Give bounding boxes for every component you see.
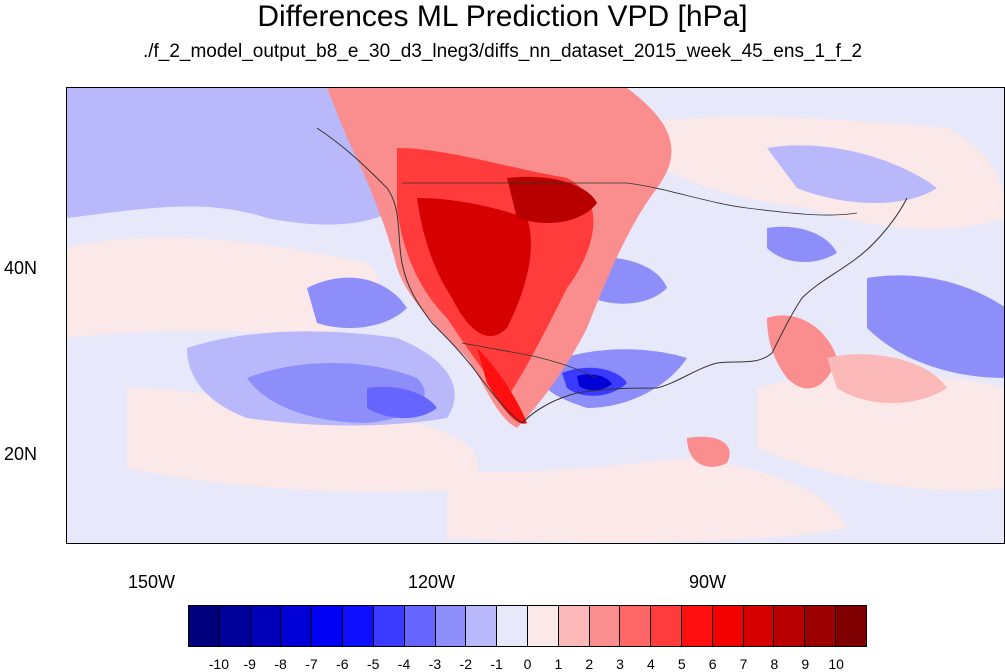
ocean-pink-band: [757, 373, 1004, 491]
colorbar-swatch: [805, 606, 837, 646]
colorbar-swatch: [712, 606, 744, 646]
colorbar-swatch: [774, 606, 806, 646]
colorbar-tick-label: -3: [428, 656, 442, 672]
western-dark-red: [417, 198, 531, 337]
colorbar-swatch: [651, 606, 682, 646]
colorbar-tick-label: -4: [397, 656, 411, 672]
colorbar-tick-label: 7: [739, 656, 748, 672]
colorbar-tick-label: 8: [770, 656, 779, 672]
colorbar-swatch: [589, 606, 621, 646]
great-lakes-blue: [767, 226, 837, 263]
colorbar-swatch: [558, 606, 590, 646]
colorbar-tick-label: -9: [243, 656, 256, 672]
colorbar-tick-label: 1: [554, 656, 563, 672]
colorbar-tick-label: 2: [585, 656, 594, 672]
colorbar-tick-label: 5: [677, 656, 686, 672]
ocean-pink-band: [67, 237, 379, 338]
colorbar-swatch: [435, 606, 467, 646]
colorbar-swatch: [373, 606, 405, 646]
atlantic-blue: [867, 275, 1004, 378]
colorbar-tick-label: -1: [490, 656, 503, 672]
ocean-pink-band: [127, 388, 478, 492]
colorbar-swatch: [497, 606, 528, 646]
lat-label-20n: 20N: [4, 444, 38, 464]
colorbar-swatch: [466, 606, 498, 646]
caribbean-red: [687, 436, 730, 467]
colorbar-swatch: [219, 606, 251, 646]
colorbar-tick-label: -10: [208, 656, 229, 672]
lon-label-90w: 90W: [689, 572, 727, 592]
atlantic-red: [827, 354, 947, 403]
lon-label-150w: 150W: [128, 572, 176, 592]
colorbar-swatch: [836, 606, 866, 646]
colorbar-tick-label: 3: [616, 656, 624, 672]
ocean-pink-band: [447, 458, 847, 543]
colorbar-swatch: [682, 606, 713, 646]
map-plot-area: [66, 87, 1005, 544]
colorbar-tick-label: 9: [801, 656, 810, 672]
pacific-blue-region: [67, 88, 397, 225]
colorbar-tick-label: -5: [366, 656, 380, 672]
colorbar-tick-label: 6: [708, 656, 717, 672]
northern-plains-dark-red: [507, 176, 597, 223]
colorbar-swatch: [404, 606, 436, 646]
colorbar-swatch: [189, 606, 220, 646]
map-title: Differences ML Prediction VPD [hPa]: [257, 0, 748, 33]
colorbar-tick-label: -7: [305, 656, 318, 672]
canada-blue: [767, 145, 937, 203]
colorbar-tick-label: -6: [336, 656, 349, 672]
canada-us-border: [402, 182, 858, 216]
colorbar-swatch: [281, 606, 313, 646]
colorbar-tick-label: 4: [647, 656, 655, 672]
colorbar-tick-label: -2: [459, 656, 472, 672]
colorbar-tick-label: 10: [828, 656, 844, 672]
lon-label-120w: 120W: [408, 572, 456, 592]
colorbar-labels: -10 -9 -8 -7 -6 -5 -4 -3 -2 -1 0 1 2 3 4 5 6 7 8 9 10: [188, 656, 867, 672]
mexico-us-border: [461, 342, 598, 379]
gulf-deepest-blue: [577, 374, 612, 391]
southwest-blue: [307, 277, 407, 328]
colorbar-swatch: [343, 606, 374, 646]
colorbar-swatch: [250, 606, 282, 646]
colorbar-tick-label: 0: [523, 656, 532, 672]
pacific-deep-blue: [367, 386, 437, 419]
lat-label-40n: 40N: [4, 258, 38, 278]
southeast-red: [767, 315, 837, 389]
colorbar-swatch: [312, 606, 344, 646]
colorbar-swatch: [527, 606, 559, 646]
colorbar-swatch: [620, 606, 652, 646]
colorbar: [188, 605, 867, 647]
map-subtitle: ./f_2_model_output_b8_e_30_d3_lneg3/diff…: [142, 41, 863, 62]
difference-field: [67, 88, 1004, 543]
north-america-coastline: [316, 127, 908, 424]
baja-red: [477, 348, 527, 424]
colorbar-tick-label: -8: [274, 656, 287, 672]
colorbar-swatch: [743, 606, 775, 646]
